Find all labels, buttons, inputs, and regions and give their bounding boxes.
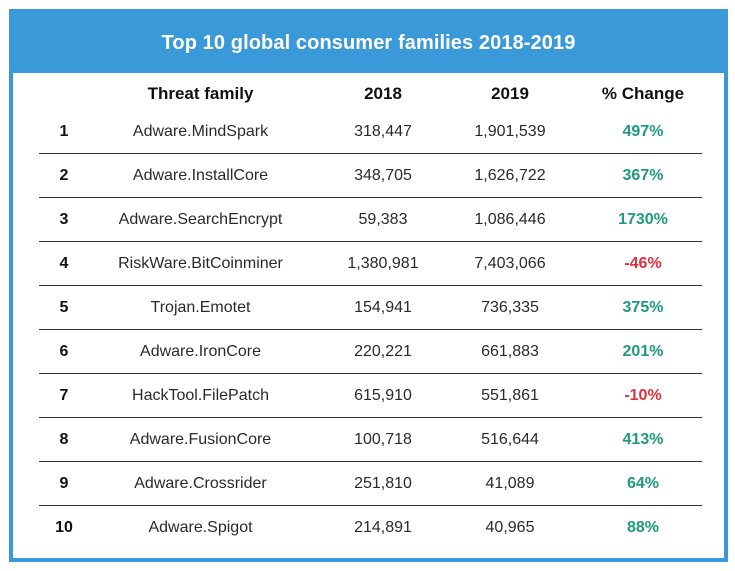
header-threat-family: Threat family (147, 84, 254, 103)
row-value-2018: 251,810 (354, 475, 412, 492)
row-rank: 10 (55, 519, 73, 536)
row-value-2019: 40,965 (485, 519, 535, 536)
row-percent-change: 1730% (618, 211, 668, 228)
row-divider (39, 197, 702, 198)
row-rank: 6 (59, 343, 69, 360)
table-row: 6 Adware.IronCore 220,221 661,883 201% (13, 330, 724, 374)
row-percent-change: 413% (622, 431, 664, 448)
row-value-2019: 516,644 (481, 431, 539, 448)
row-percent-change: -10% (624, 387, 662, 404)
row-percent-change: 497% (622, 123, 664, 140)
row-percent-change: -46% (624, 255, 662, 272)
header-change: % Change (601, 84, 685, 103)
row-value-2018: 154,941 (354, 299, 412, 316)
row-value-2019: 736,335 (481, 299, 539, 316)
row-rank: 8 (59, 431, 69, 448)
table-frame: Top 10 global consumer families 2018-201… (9, 9, 728, 562)
table-row: 5 Trojan.Emotet 154,941 736,335 375% (13, 286, 724, 330)
table-row: 2 Adware.InstallCore 348,705 1,626,722 367% (13, 154, 724, 198)
row-divider (39, 329, 702, 330)
row-divider (39, 417, 702, 418)
row-rank: 7 (59, 387, 69, 404)
row-percent-change: 375% (622, 299, 664, 316)
row-divider (39, 505, 702, 506)
table-row: 1 Adware.MindSpark 318,447 1,901,539 497% (13, 110, 724, 154)
row-threat-family: Adware.FusionCore (129, 431, 272, 448)
row-threat-family: HackTool.FilePatch (132, 387, 269, 404)
row-rank: 4 (59, 255, 69, 272)
table-header-row: Threat family 2018 2019 % Change (13, 79, 724, 109)
row-rank: 5 (59, 299, 69, 316)
row-value-2018: 220,221 (354, 343, 412, 360)
row-value-2019: 1,901,539 (474, 123, 546, 140)
row-threat-family: Adware.Crossrider (134, 475, 267, 492)
row-value-2019: 7,403,066 (474, 255, 546, 272)
row-value-2019: 41,089 (485, 475, 535, 492)
table-row: 10 Adware.Spigot 214,891 40,965 88% (13, 506, 724, 550)
table-row: 3 Adware.SearchEncrypt 59,383 1,086,446 1730… (13, 198, 724, 242)
row-value-2018: 100,718 (354, 431, 412, 448)
row-percent-change: 201% (622, 343, 664, 360)
table-row: 8 Adware.FusionCore 100,718 516,644 413% (13, 418, 724, 462)
row-percent-change: 88% (626, 519, 660, 536)
table-row: 4 RiskWare.BitCoinminer 1,380,981 7,403,066… (13, 242, 724, 286)
row-value-2019: 551,861 (481, 387, 539, 404)
row-rank: 3 (59, 211, 69, 228)
row-value-2019: 1,626,722 (474, 167, 546, 184)
row-divider (39, 461, 702, 462)
row-percent-change: 367% (622, 167, 664, 184)
row-divider (39, 153, 702, 154)
row-threat-family: RiskWare.BitCoinminer (118, 255, 283, 272)
row-threat-family: Adware.IronCore (140, 343, 261, 360)
row-value-2018: 615,910 (354, 387, 412, 404)
row-value-2019: 661,883 (481, 343, 539, 360)
table-row: 7 HackTool.FilePatch 615,910 551,861 -10% (13, 374, 724, 418)
row-value-2018: 318,447 (354, 123, 412, 140)
row-divider (39, 285, 702, 286)
header-2019: 2019 (491, 84, 529, 103)
row-value-2019: 1,086,446 (474, 211, 546, 228)
row-rank: 1 (59, 123, 69, 140)
row-value-2018: 59,383 (358, 211, 408, 228)
table-title: Top 10 global consumer families 2018-201… (13, 13, 724, 73)
header-2018: 2018 (364, 84, 402, 103)
row-threat-family: Adware.InstallCore (132, 167, 269, 184)
row-threat-family: Trojan.Emotet (150, 299, 251, 316)
row-threat-family: Adware.SearchEncrypt (118, 211, 283, 228)
row-value-2018: 214,891 (354, 519, 412, 536)
row-rank: 9 (59, 475, 69, 492)
row-threat-family: Adware.Spigot (148, 519, 253, 536)
row-value-2018: 1,380,981 (347, 255, 419, 272)
row-rank: 2 (59, 167, 69, 184)
table-row: 9 Adware.Crossrider 251,810 41,089 64% (13, 462, 724, 506)
row-divider (39, 241, 702, 242)
row-percent-change: 64% (626, 475, 660, 492)
row-divider (39, 373, 702, 374)
row-threat-family: Adware.MindSpark (132, 123, 269, 140)
row-value-2018: 348,705 (354, 167, 412, 184)
